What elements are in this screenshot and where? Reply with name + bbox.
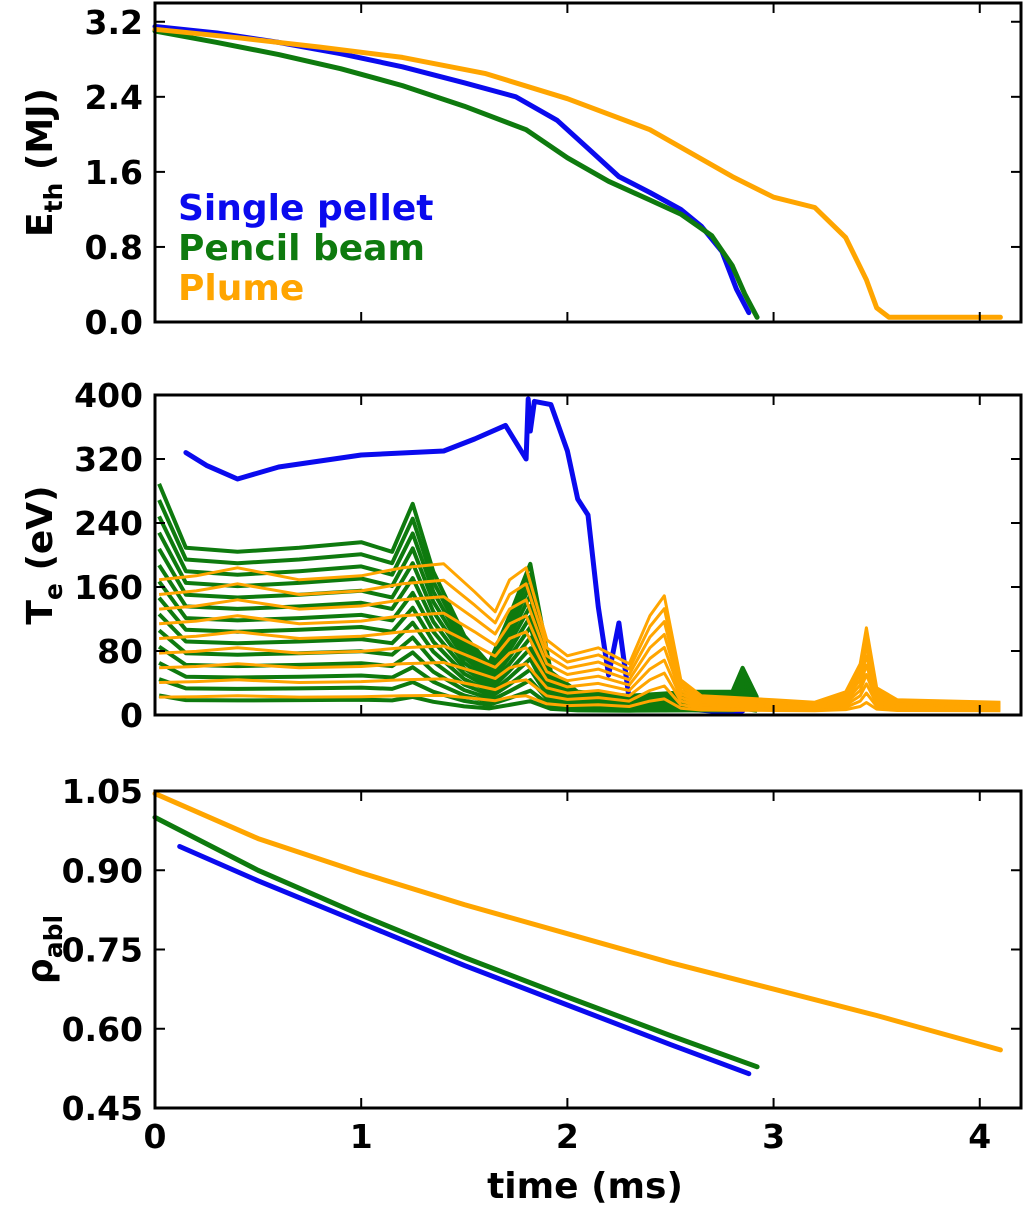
y-tick-label: 3.2	[85, 3, 143, 42]
legend-plume: Plume	[178, 268, 304, 309]
y-axis-label: Te (eV)	[20, 485, 68, 624]
series-single-pellet-line	[183, 396, 746, 714]
series-plume-trace-6	[159, 644, 1001, 709]
series-plume-trace-3	[158, 595, 1001, 706]
x-tick-label: 1	[350, 1117, 373, 1156]
y-tick-label: 0	[120, 696, 143, 735]
plot-frame	[153, 393, 1023, 717]
panel-2: 400 320 240 160 80 0 Te (eV)	[20, 376, 1023, 735]
plot-frame	[153, 789, 1023, 1110]
y-tick-label: 400	[74, 376, 143, 415]
y-tick-label: 0.45	[62, 1089, 143, 1128]
y-tick-label: 0.60	[62, 1010, 143, 1049]
series-plume-trace-9	[159, 693, 1001, 713]
panel-3: 1.05 0.90 0.75 0.60 0.450 1 2 3 4 ρabl	[20, 772, 1023, 1156]
y-axis-label: ρabl	[20, 915, 68, 984]
series-plume-trace-5	[159, 628, 1001, 708]
y-tick-label: 2.4	[85, 78, 143, 117]
x-tick-label: 4	[968, 1117, 991, 1156]
x-tick-label: 3	[762, 1117, 785, 1156]
y-tick-label: 1.05	[62, 772, 143, 811]
x-tick-label: 2	[556, 1117, 579, 1156]
plot-frame	[153, 1, 1023, 324]
series-plume-line	[152, 791, 1003, 1053]
panel-1: 3.2 2.4 1.6 0.8 0.0 Eth (MJ)	[20, 1, 1023, 342]
series-plume-trace-4	[158, 611, 1001, 707]
series-plume-trace-8	[159, 677, 1001, 712]
legend-pencil-beam: Pencil beam	[178, 228, 425, 269]
series-plume-trace-7	[159, 661, 1001, 711]
y-tick-label: 0.75	[62, 931, 143, 970]
y-tick-label: 0.90	[62, 851, 143, 890]
series-single-pellet-line	[177, 844, 752, 1077]
y-tick-label: 80	[97, 632, 143, 671]
series-plume-trace-1	[158, 562, 1001, 704]
x-tick-label: 0	[144, 1117, 167, 1156]
x-axis-label: time (ms)	[487, 1166, 683, 1207]
series-plume-line	[152, 26, 1003, 320]
y-tick-label: 240	[74, 504, 143, 543]
y-axis-label: Eth (MJ)	[20, 88, 68, 237]
legend: Single pellet Pencil beam Plume	[178, 188, 433, 309]
series-plume-trace-2	[158, 578, 1001, 705]
y-tick-label: 0.0	[85, 303, 143, 342]
y-tick-label: 1.6	[85, 153, 143, 192]
y-tick-label: 160	[74, 568, 143, 607]
y-tick-label: 320	[74, 440, 143, 479]
series-pencil-beam-line	[152, 28, 760, 320]
legend-single-pellet: Single pellet	[178, 188, 433, 229]
series-pencil-beam-line	[152, 814, 760, 1070]
y-tick-label: 0.8	[85, 228, 143, 267]
